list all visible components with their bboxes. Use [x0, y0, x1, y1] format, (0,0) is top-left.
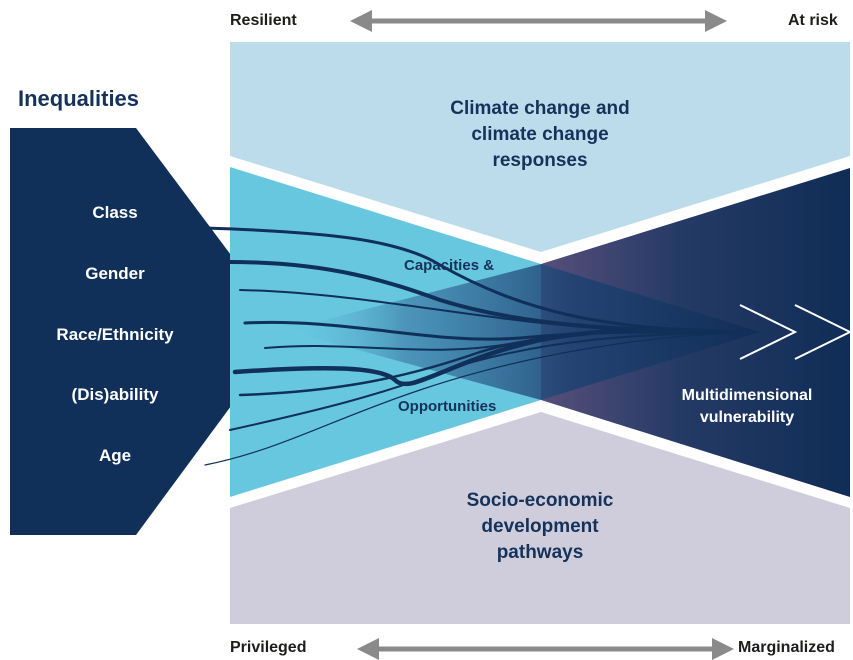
strand-class — [203, 226, 742, 334]
capacities-label: Capacities & — [404, 257, 495, 274]
inequalities-chevron — [10, 128, 287, 535]
climate-change-label: Climate change and climate change respon… — [450, 98, 630, 171]
multidimensional-vulnerability-label: Multidimensional vulnerability — [681, 387, 813, 426]
inequality-class: Class — [92, 203, 138, 222]
convergence-triangle — [285, 264, 760, 400]
strand-age-1 — [204, 332, 741, 466]
axis-resilient-label: Resilient — [230, 12, 297, 29]
socio-economic-label: Socio-economic development pathways — [466, 490, 614, 563]
bottom-double-arrow — [357, 638, 734, 660]
white-chevrons — [739, 304, 853, 360]
inequality-disability: (Dis)ability — [71, 385, 159, 404]
strand-disability-2 — [238, 329, 742, 397]
inequality-race-ethnicity: Race/Ethnicity — [56, 325, 174, 344]
inequalities-title: Inequalities — [18, 86, 140, 111]
axis-at-risk-label: At risk — [788, 12, 838, 29]
climate-panel — [230, 42, 850, 252]
inequality-age: Age — [98, 446, 132, 465]
inequality-strands — [203, 226, 743, 466]
top-double-arrow — [350, 10, 727, 32]
inequality-gender: Gender — [85, 264, 145, 283]
strand-age-2 — [229, 332, 741, 431]
socio-economic-panel — [230, 412, 850, 624]
axis-privileged-label: Privileged — [230, 639, 307, 656]
axis-marginalized-label: Marginalized — [738, 639, 835, 656]
opportunities-label: Opportunities — [398, 398, 497, 415]
